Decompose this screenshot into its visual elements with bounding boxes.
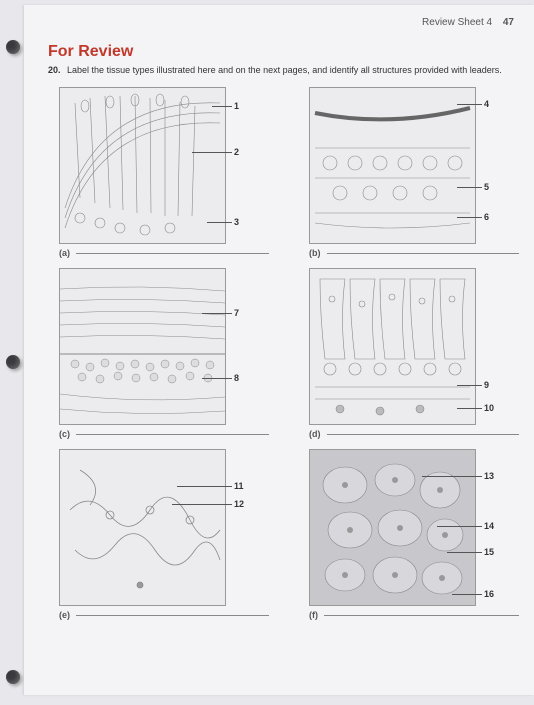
leader-4: 4	[484, 99, 489, 109]
panel-letter: (e)	[59, 610, 70, 620]
answer-blank[interactable]	[327, 434, 520, 435]
tissue-panel-f	[309, 449, 476, 606]
panels-container: (a) 1 2 3	[59, 87, 529, 630]
tissue-panel-e	[59, 449, 226, 606]
panel-b-group: (b) 4 5 6	[309, 87, 519, 258]
leader-10: 10	[484, 403, 494, 413]
panel-b-label: (b)	[309, 248, 519, 258]
sheet-label: Review Sheet 4	[422, 17, 492, 28]
leader-6: 6	[484, 212, 489, 222]
panel-e-label: (e)	[59, 610, 269, 620]
page-number: 47	[503, 17, 514, 28]
page-header: Review Sheet 4 47	[422, 17, 514, 28]
answer-blank[interactable]	[76, 615, 269, 616]
panel-e-group: (e) 11 12	[59, 449, 269, 620]
tissue-panel-a	[59, 87, 226, 244]
leader-15: 15	[484, 547, 494, 557]
leader-9: 9	[484, 380, 489, 390]
panel-letter: (a)	[59, 248, 70, 258]
instruction-text: Label the tissue types illustrated here …	[67, 65, 502, 75]
answer-blank[interactable]	[327, 253, 520, 254]
panel-row: (a) 1 2 3	[59, 87, 529, 258]
worksheet-page: Review Sheet 4 47 For Review 20. Label t…	[24, 5, 534, 695]
leader-3: 3	[234, 217, 239, 227]
question-number: 20.	[48, 65, 61, 75]
leader-7: 7	[234, 308, 239, 318]
panel-d-label: (d)	[309, 429, 519, 439]
panel-a-group: (a) 1 2 3	[59, 87, 269, 258]
leader-13: 13	[484, 471, 494, 481]
panel-letter: (b)	[309, 248, 321, 258]
binder-hole	[6, 40, 20, 54]
binder-hole	[6, 355, 20, 369]
leader-11: 11	[234, 481, 244, 491]
leader-16: 16	[484, 589, 494, 599]
tissue-panel-b	[309, 87, 476, 244]
binder-hole	[6, 670, 20, 684]
panel-row: (e) 11 12	[59, 449, 529, 620]
panel-a-label: (a)	[59, 248, 269, 258]
instruction: 20. Label the tissue types illustrated h…	[48, 65, 502, 75]
panel-d-group: (d) 9 10	[309, 268, 519, 439]
leader-8: 8	[234, 373, 239, 383]
panel-c-group: (c) 7 8	[59, 268, 269, 439]
leader-5: 5	[484, 182, 489, 192]
answer-blank[interactable]	[76, 253, 269, 254]
panel-letter: (f)	[309, 610, 318, 620]
panel-f-group: (f) 13 14 15 16	[309, 449, 519, 620]
leader-1: 1	[234, 101, 239, 111]
leader-2: 2	[234, 147, 239, 157]
panel-letter: (c)	[59, 429, 70, 439]
tissue-panel-d	[309, 268, 476, 425]
panel-f-label: (f)	[309, 610, 519, 620]
answer-blank[interactable]	[76, 434, 269, 435]
leader-12: 12	[234, 499, 244, 509]
panel-c-label: (c)	[59, 429, 269, 439]
panel-letter: (d)	[309, 429, 321, 439]
section-title: For Review	[48, 43, 133, 61]
tissue-panel-c	[59, 268, 226, 425]
leader-14: 14	[484, 521, 494, 531]
panel-row: (c) 7 8	[59, 268, 529, 439]
answer-blank[interactable]	[324, 615, 519, 616]
